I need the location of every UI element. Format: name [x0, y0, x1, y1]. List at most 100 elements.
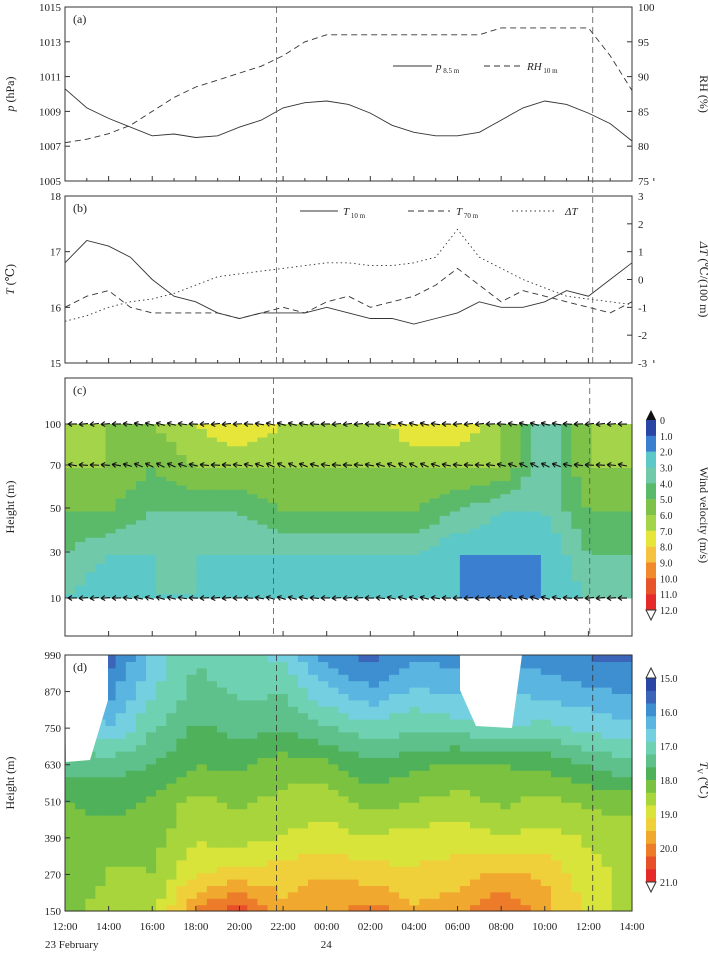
- heat-cell: [196, 458, 208, 464]
- wind-arrow-shape: [452, 462, 463, 468]
- heat-cell: [206, 558, 218, 564]
- heat-cell: [85, 484, 96, 490]
- heat-cell: [449, 898, 461, 906]
- heat-cell: [65, 576, 76, 582]
- heat-cell: [115, 524, 127, 529]
- heat-cell: [601, 815, 613, 822]
- heat-cell: [216, 589, 228, 595]
- heat-cell: [338, 428, 350, 434]
- heat-cell: [449, 725, 461, 733]
- heat-cell: [176, 580, 188, 586]
- heat-cell: [146, 476, 157, 482]
- heat-cell: [530, 497, 542, 503]
- heat-cell: [328, 537, 339, 542]
- heat-cell: [449, 563, 461, 569]
- heat-cell: [621, 458, 633, 464]
- heat-cell: [75, 558, 86, 564]
- wind-arrow: [507, 421, 518, 427]
- heat-cell: [328, 437, 339, 442]
- wind-arrow: [573, 595, 584, 601]
- heat-cell: [621, 589, 633, 595]
- wind-arrow: [320, 595, 331, 601]
- heat-cell: [135, 489, 147, 495]
- heat-cell: [409, 789, 420, 797]
- heat-cell: [490, 866, 501, 874]
- heat-cell: [257, 891, 269, 899]
- heat-cell: [75, 506, 86, 512]
- heat-cell: [530, 770, 542, 778]
- heat-cell: [591, 458, 603, 464]
- heat-cell: [540, 661, 552, 669]
- heat-cell: [247, 885, 258, 893]
- heat-cell: [176, 524, 188, 529]
- heat-cell: [581, 712, 593, 720]
- heat-cell: [419, 815, 431, 822]
- heat-cell: [601, 904, 613, 912]
- heat-cell: [449, 744, 461, 752]
- heat-cell: [409, 725, 420, 733]
- heat-cell: [429, 847, 441, 854]
- heat-cell: [105, 567, 117, 573]
- heat-cell: [358, 489, 370, 495]
- heat-cell: [156, 719, 167, 726]
- heat-cell: [227, 437, 238, 442]
- wind-arrow-shape: [177, 595, 188, 601]
- heat-cell: [358, 802, 370, 810]
- heat-cell: [591, 489, 603, 495]
- heat-cell: [530, 563, 542, 569]
- heat-cell: [470, 445, 481, 451]
- heat-cell: [510, 497, 522, 503]
- heat-cell: [257, 571, 269, 577]
- heat-cell: [176, 789, 188, 797]
- heat-cell: [439, 545, 451, 551]
- heat-cell: [216, 537, 228, 542]
- heat-cell: [581, 834, 593, 842]
- heat-cell: [125, 731, 137, 739]
- heat-cell: [429, 424, 441, 429]
- heat-cell: [156, 493, 167, 499]
- heat-cell: [196, 511, 208, 516]
- heat-cell: [480, 763, 491, 771]
- heat-cell: [530, 834, 542, 842]
- heat-cell: [368, 847, 380, 854]
- heat-cell: [419, 891, 431, 899]
- heat-cell: [551, 424, 562, 429]
- heat-cell: [611, 879, 623, 886]
- heat-cell: [115, 795, 127, 803]
- heat-cell: [277, 699, 289, 707]
- heat-cell: [196, 847, 208, 854]
- heat-cell: [338, 699, 350, 707]
- colorbar-swatch: [646, 562, 656, 579]
- heat-cell: [530, 885, 542, 893]
- heat-cell: [318, 541, 329, 547]
- heat-cell: [267, 821, 279, 829]
- heat-cell: [510, 879, 522, 886]
- heat-cell: [287, 519, 299, 525]
- heat-cell: [156, 859, 167, 867]
- heat-cell: [490, 770, 501, 778]
- heat-cell: [287, 497, 299, 503]
- heat-cell: [520, 661, 532, 669]
- heat-cell: [287, 454, 299, 460]
- heat-cell: [368, 757, 380, 765]
- heat-cell: [368, 593, 380, 599]
- wind-arrow-shape: [617, 462, 628, 468]
- heat-cell: [308, 502, 319, 508]
- heat-cell: [500, 493, 512, 499]
- heat-cell: [621, 866, 633, 874]
- heat-cell: [125, 719, 137, 726]
- heat-cell: [297, 424, 309, 429]
- heat-cell: [409, 674, 420, 682]
- heat-cell: [358, 847, 370, 854]
- heat-cell: [429, 519, 441, 525]
- heat-cell: [540, 558, 552, 564]
- wind-arrow: [606, 462, 617, 468]
- heat-cell: [419, 661, 431, 669]
- heat-cell: [449, 441, 461, 447]
- heat-cell: [125, 532, 137, 538]
- heat-cell: [85, 480, 96, 486]
- heat-cell: [409, 744, 420, 752]
- heat-cell: [287, 580, 299, 586]
- heat-cell: [105, 776, 117, 784]
- heat-cell: [166, 872, 177, 880]
